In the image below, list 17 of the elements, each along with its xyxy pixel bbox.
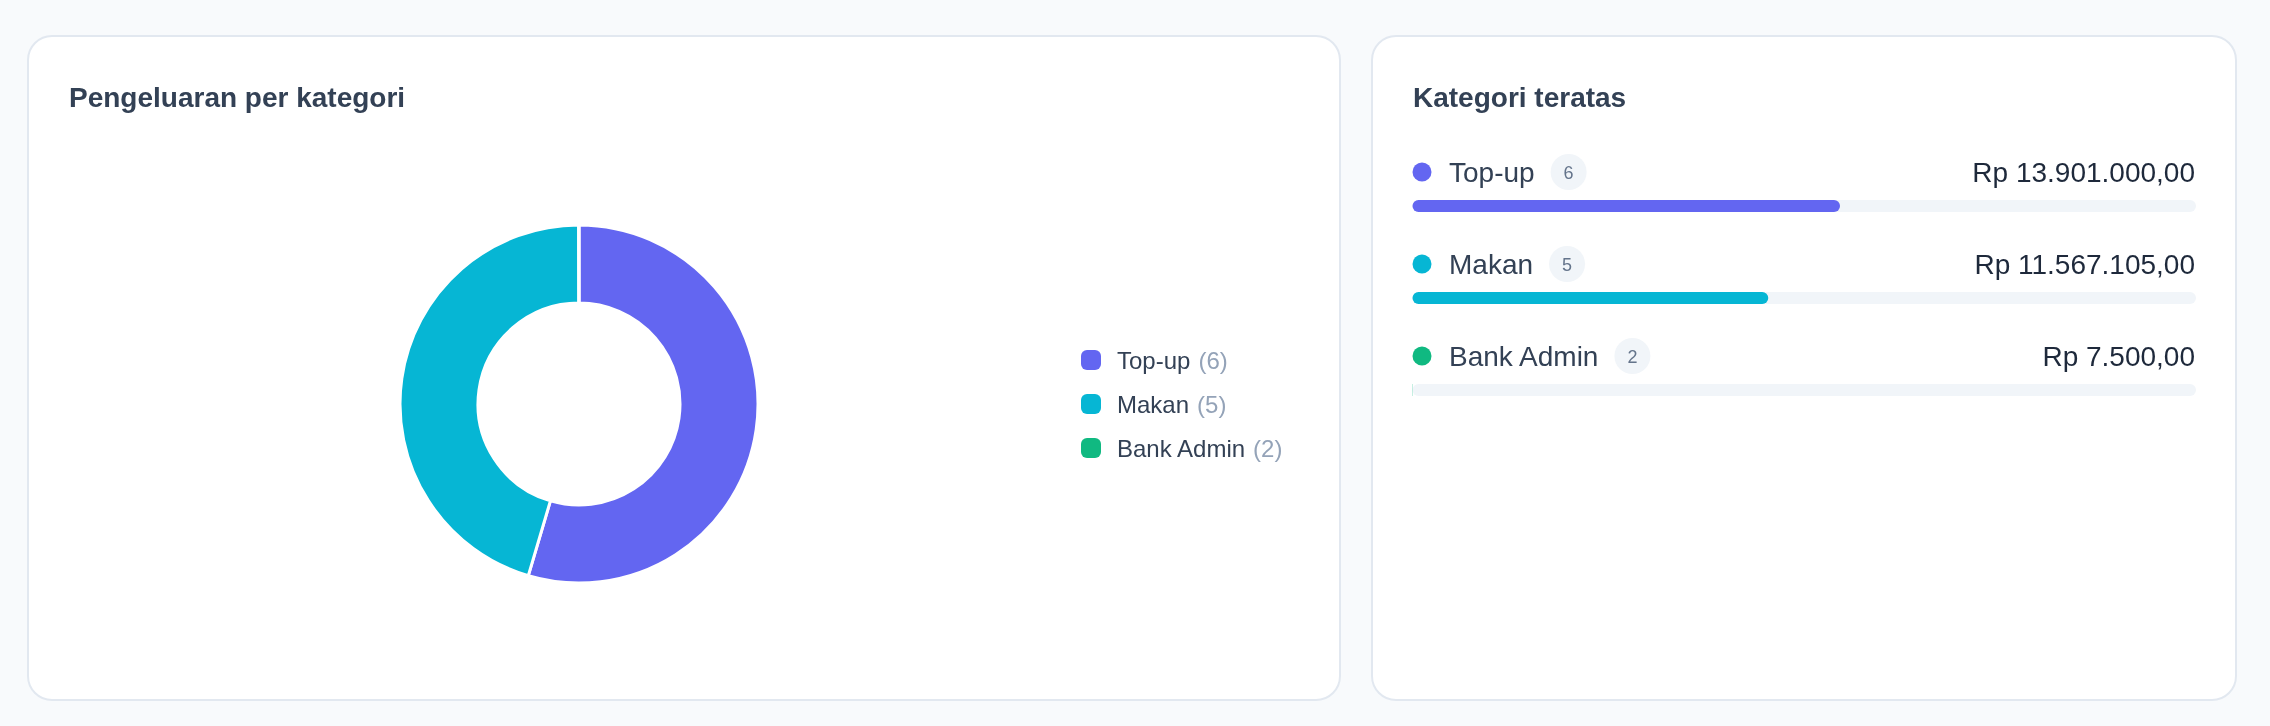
chart-title: Pengeluaran per kategori	[69, 82, 406, 113]
chart-title: Kategori teratas	[1413, 82, 1627, 113]
data-label: Rp 11.567.105,00	[1974, 249, 2195, 280]
text: (5)	[1197, 390, 1227, 418]
y-tick-label: Bank Admin	[1449, 341, 1599, 372]
data-label: Rp 13.901.000,00	[1972, 157, 2195, 188]
text: (2)	[1253, 434, 1283, 462]
legend-label: Bank Admin	[1117, 434, 1246, 462]
annotation: 5	[1562, 254, 1573, 275]
y-tick-label: Makan	[1449, 249, 1534, 280]
annotation: 6	[1563, 162, 1574, 183]
annotation: 2	[1627, 346, 1638, 367]
data-label: Rp 7.500,00	[2042, 341, 2195, 372]
text: (6)	[1198, 346, 1228, 374]
legend-label: Makan	[1117, 390, 1190, 418]
y-tick-label: Top-up	[1449, 157, 1535, 188]
legend-label: Top-up	[1117, 346, 1191, 374]
